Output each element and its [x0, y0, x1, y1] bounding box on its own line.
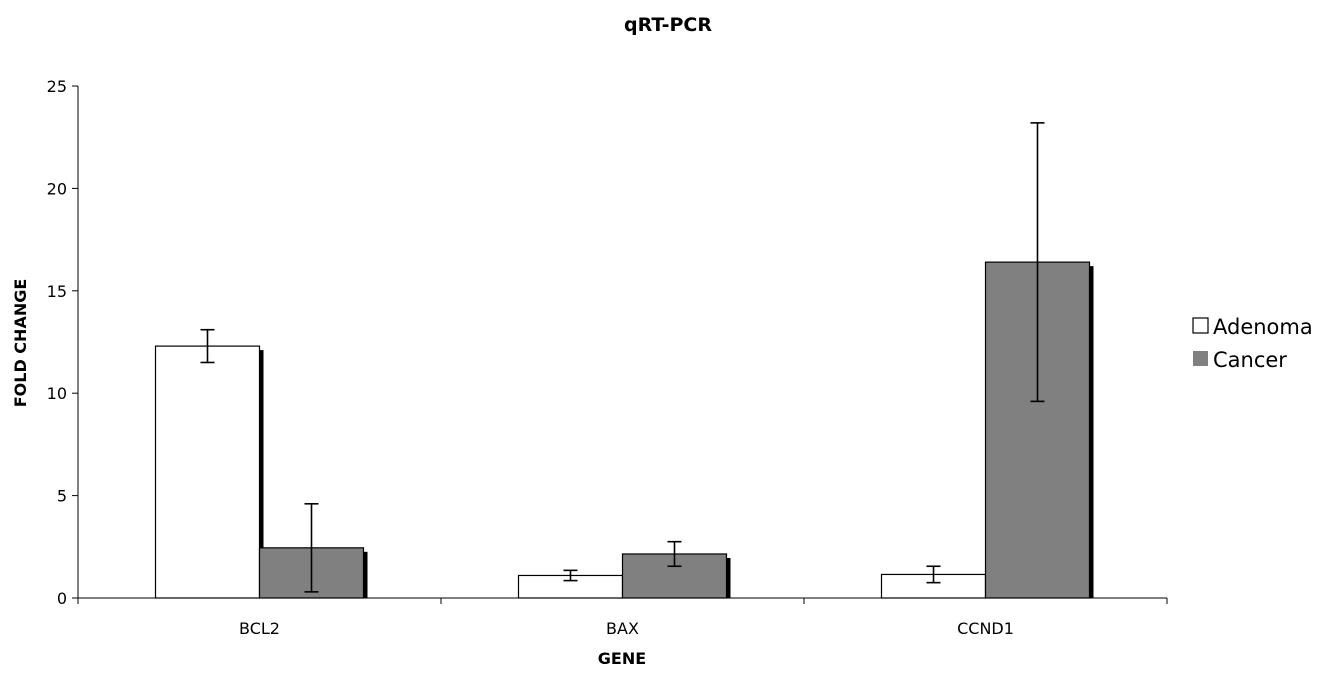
y-tick-label: 5	[57, 487, 67, 506]
x-tick-label: CCND1	[957, 619, 1014, 638]
x-tick-label: BAX	[606, 619, 639, 638]
legend-label-adenoma: Adenoma	[1213, 315, 1313, 339]
plot-area: 0 5 10 15 20 25 BCL2 BAX CCND1	[47, 77, 1168, 638]
bar-shadow	[726, 557, 731, 598]
legend: Adenoma Cancer	[1192, 315, 1313, 372]
bar-shadow	[1089, 266, 1094, 598]
x-axis-label: GENE	[598, 649, 646, 668]
bar-shadow	[363, 551, 368, 598]
legend-swatch-adenoma	[1192, 317, 1209, 334]
y-tick-label: 15	[47, 282, 67, 301]
legend-swatch-cancer	[1193, 351, 1208, 366]
y-tick-label: 10	[47, 384, 67, 403]
y-axis-label: FOLD CHANGE	[11, 279, 30, 408]
bar-shadow	[259, 350, 264, 598]
chart-title: qRT-PCR	[624, 14, 712, 36]
legend-label-cancer: Cancer	[1213, 348, 1287, 372]
y-tick-label: 20	[47, 179, 67, 198]
y-tick-label: 0	[57, 589, 67, 608]
bar-adenoma-bcl2	[154, 345, 261, 599]
x-tick-label: BCL2	[239, 619, 280, 638]
y-tick-label: 25	[47, 77, 67, 96]
